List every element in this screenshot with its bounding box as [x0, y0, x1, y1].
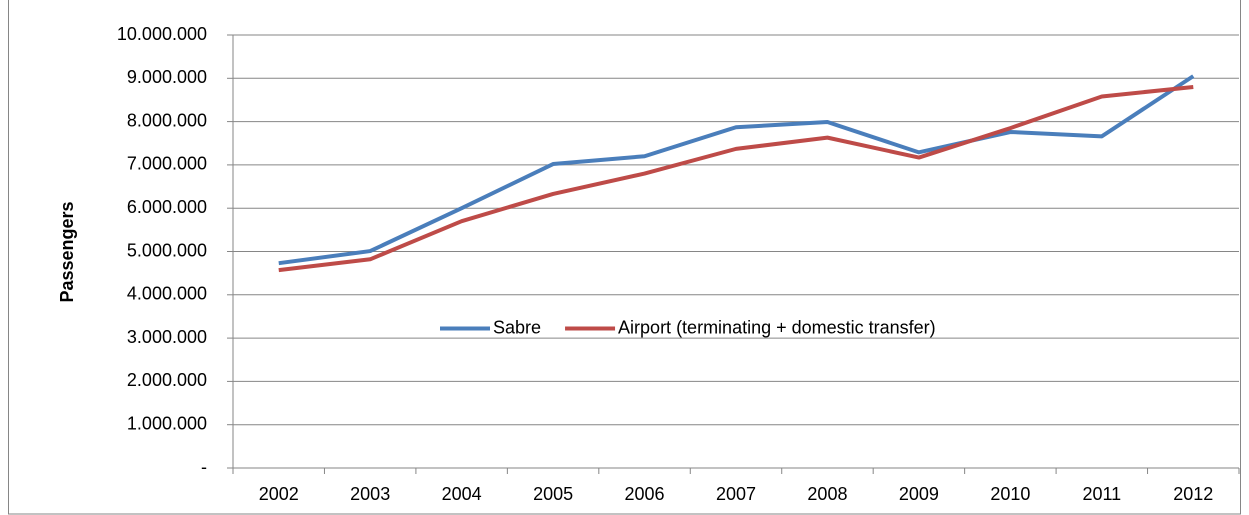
y-tick-label: 9.000.000	[127, 67, 207, 87]
x-tick-label: 2006	[625, 484, 665, 504]
y-tick-label: 1.000.000	[127, 413, 207, 433]
y-tick-label: 7.000.000	[127, 154, 207, 174]
y-axis-label: Passengers	[57, 201, 77, 302]
y-tick-label: 6.000.000	[127, 197, 207, 217]
y-tick-label: 10.000.000	[117, 24, 207, 44]
y-tick-label: 3.000.000	[127, 327, 207, 347]
x-tick-label: 2007	[716, 484, 756, 504]
legend-label: Airport (terminating + domestic transfer…	[618, 317, 936, 337]
y-tick-label: 2.000.000	[127, 370, 207, 390]
x-tick-label: 2009	[899, 484, 939, 504]
y-tick-label: 8.000.000	[127, 110, 207, 130]
x-tick-label: 2003	[350, 484, 390, 504]
series-line	[278, 84, 1194, 273]
series-line	[278, 74, 1195, 266]
x-tick-label: 2011	[1082, 484, 1121, 504]
x-tick-label: 2012	[1173, 484, 1213, 504]
legend-label: Sabre	[493, 317, 541, 337]
x-tick-label: 2002	[259, 484, 299, 504]
y-tick-label: 5.000.000	[127, 240, 207, 260]
x-tick-label: 2010	[990, 484, 1030, 504]
x-tick-label: 2004	[442, 484, 482, 504]
x-tick-label: 2005	[533, 484, 573, 504]
y-tick-label: -	[201, 457, 207, 477]
chart-border	[8, 0, 1241, 515]
x-tick-label: 2008	[807, 484, 847, 504]
y-tick-label: 4.000.000	[127, 284, 207, 304]
